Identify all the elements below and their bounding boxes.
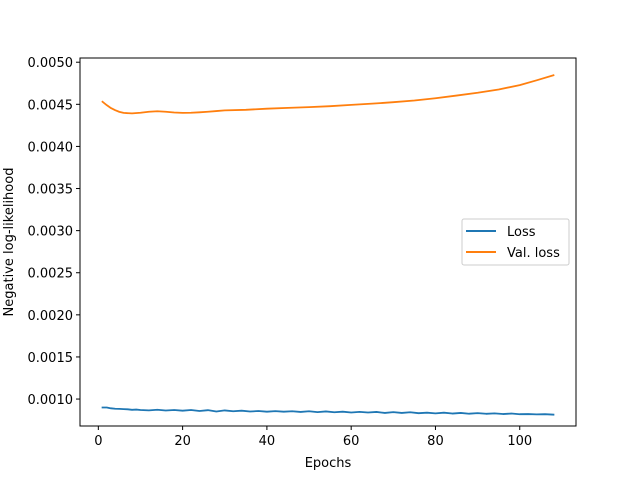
x-tick-label: 80 [427,434,444,449]
y-tick-label: 0.0015 [28,351,74,366]
legend-label-loss: Loss [507,225,536,240]
y-axis-label: Negative log-likelihood [2,168,17,317]
y-tick-label: 0.0050 [28,56,74,71]
y-tick-label: 0.0025 [28,267,74,282]
axes-frame [79,57,577,427]
y-tick-label: 0.0010 [28,393,74,408]
y-tick-label: 0.0045 [28,98,74,113]
x-tick-label: 40 [259,434,276,449]
series-line-val-loss [101,74,555,115]
y-axis-ticks: 0.0010 0.0015 0.0020 0.0025 0.0030 0.0035 0.00… [28,56,80,408]
y-tick-label: 0.0020 [28,309,74,324]
plot-lines [101,74,555,416]
x-tick-label: 20 [174,434,191,449]
x-tick-label: 100 [507,434,532,449]
y-tick-label: 0.0040 [28,140,74,155]
legend-label-val-loss: Val. loss [507,246,560,261]
x-axis-label: Epochs [305,456,352,471]
y-tick-label: 0.0035 [28,183,74,198]
x-axis-ticks: 0 20 40 60 80 100 [94,426,532,449]
x-tick-label: 0 [94,434,102,449]
legend: Loss Val. loss [461,218,570,266]
series-line-loss [101,406,555,416]
x-tick-label: 60 [343,434,360,449]
y-tick-label: 0.0030 [28,225,74,240]
